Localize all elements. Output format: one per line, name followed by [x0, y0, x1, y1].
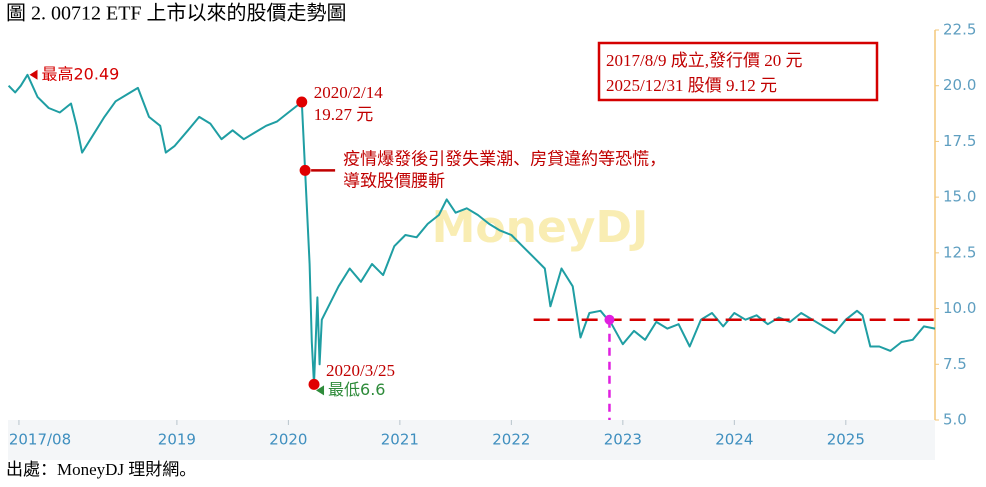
- annotation-label: 最高20.49: [42, 64, 120, 83]
- annotation-label: 2020/2/14: [314, 83, 383, 102]
- annotation-dot: [299, 164, 311, 176]
- annotation-dot: [308, 378, 320, 390]
- annotation-label: 最低6.6: [328, 380, 385, 399]
- info-line: 2017/8/9 成立,發行價 20 元: [606, 51, 802, 70]
- source: 出處：MoneyDJ 理財網。: [6, 460, 196, 479]
- watermark: MoneyDJ: [432, 202, 649, 253]
- info-box: [597, 41, 879, 102]
- price-line: [7, 73, 936, 386]
- y-tick-label: 10.0: [943, 299, 976, 317]
- annotation-label: 2020/3/25: [326, 361, 395, 380]
- x-tick-label: 2022: [492, 431, 530, 449]
- annotation-arrow: [316, 385, 325, 396]
- reference-point: [604, 314, 615, 325]
- chart-title: 圖 2. 00712 ETF 上市以來的股價走勢圖: [6, 2, 347, 25]
- annotation-dot: [296, 96, 308, 108]
- x-tick-label: 2017/08: [9, 431, 71, 449]
- x-tick-label: 2024: [715, 431, 753, 449]
- y-tick-label: 12.5: [943, 243, 976, 261]
- annotation-arrow: [29, 69, 38, 80]
- annotation-label: 導致股價腰斬: [343, 171, 445, 190]
- y-tick-label: 5.0: [943, 411, 967, 429]
- y-tick-label: 17.5: [943, 132, 976, 150]
- x-tick-label: 2021: [381, 431, 419, 449]
- y-tick-label: 20.0: [943, 76, 976, 94]
- x-tick-label: 2025: [827, 431, 865, 449]
- y-tick-label: 7.5: [943, 355, 967, 373]
- y-tick-label: 22.5: [943, 21, 976, 39]
- y-tick-label: 15.0: [943, 188, 976, 206]
- info-line: 2025/12/31 股價 9.12 元: [606, 76, 777, 95]
- annotation-label: 19.27 元: [314, 105, 374, 124]
- x-tick-label: 2023: [604, 431, 642, 449]
- annotation-label: 疫情爆發後引發失業潮、房貸違約等恐慌，: [343, 149, 666, 168]
- x-axis-band: [8, 420, 935, 460]
- x-tick-label: 2019: [158, 431, 196, 449]
- x-tick-label: 2020: [269, 431, 307, 449]
